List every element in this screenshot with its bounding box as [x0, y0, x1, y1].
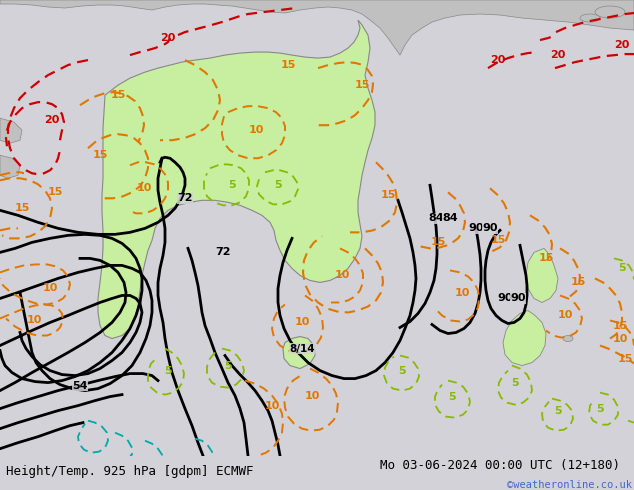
Polygon shape: [526, 248, 558, 302]
Polygon shape: [283, 337, 315, 368]
Text: 10: 10: [27, 316, 42, 325]
Text: ©weatheronline.co.uk: ©weatheronline.co.uk: [507, 480, 632, 490]
Text: 10: 10: [612, 334, 628, 343]
Polygon shape: [0, 0, 634, 55]
Ellipse shape: [595, 6, 625, 18]
Text: 8/14: 8/14: [289, 343, 315, 354]
Text: 5: 5: [224, 361, 232, 370]
Text: 20: 20: [550, 50, 566, 60]
Polygon shape: [503, 311, 546, 366]
Text: 15: 15: [571, 277, 586, 288]
Polygon shape: [0, 118, 22, 143]
Text: 10: 10: [42, 283, 58, 294]
Text: 10: 10: [557, 311, 573, 320]
Text: Mo 03-06-2024 00:00 UTC (12+180): Mo 03-06-2024 00:00 UTC (12+180): [380, 459, 621, 472]
Text: 72: 72: [216, 247, 231, 257]
Text: 10: 10: [304, 391, 320, 401]
Text: 84: 84: [442, 213, 458, 223]
Text: 10: 10: [294, 318, 309, 327]
Polygon shape: [98, 20, 375, 339]
Text: 5: 5: [398, 366, 406, 375]
Text: 90: 90: [497, 294, 513, 303]
Text: 5: 5: [228, 180, 236, 190]
Text: 10: 10: [264, 401, 280, 411]
Text: 90: 90: [482, 223, 498, 233]
Text: 15: 15: [280, 60, 295, 70]
Text: 20: 20: [614, 40, 630, 50]
Text: 20: 20: [490, 55, 506, 65]
Text: 15: 15: [430, 237, 446, 247]
Text: 84: 84: [428, 213, 444, 223]
Text: 20: 20: [44, 115, 60, 125]
Ellipse shape: [563, 336, 573, 342]
Text: 90: 90: [510, 294, 526, 303]
Ellipse shape: [580, 14, 600, 22]
Text: 15: 15: [15, 203, 30, 213]
Text: 5: 5: [448, 392, 456, 402]
Text: 20: 20: [160, 33, 176, 43]
Text: 15: 15: [612, 320, 628, 330]
Text: 15: 15: [618, 354, 633, 364]
Text: 15: 15: [538, 253, 553, 264]
Text: 54: 54: [72, 381, 87, 391]
Text: 10: 10: [249, 125, 264, 135]
Text: 5: 5: [164, 366, 172, 375]
Text: 15: 15: [93, 150, 108, 160]
Text: 15: 15: [380, 190, 396, 200]
Text: 15: 15: [354, 80, 370, 90]
Text: 5: 5: [511, 378, 519, 388]
Text: 15: 15: [490, 235, 506, 245]
Text: 10: 10: [455, 289, 470, 298]
Text: 15: 15: [110, 90, 126, 100]
Text: 10: 10: [136, 183, 152, 193]
Text: 15: 15: [48, 187, 63, 197]
Text: 72: 72: [178, 193, 193, 203]
Text: 5: 5: [596, 404, 604, 414]
Text: 90: 90: [469, 223, 484, 233]
Text: 5: 5: [618, 264, 626, 273]
Text: 10: 10: [334, 270, 350, 280]
Text: 5: 5: [554, 406, 562, 416]
Polygon shape: [0, 155, 20, 178]
Text: 5: 5: [274, 180, 281, 190]
Text: Height/Temp. 925 hPa [gdpm] ECMWF: Height/Temp. 925 hPa [gdpm] ECMWF: [6, 465, 254, 478]
